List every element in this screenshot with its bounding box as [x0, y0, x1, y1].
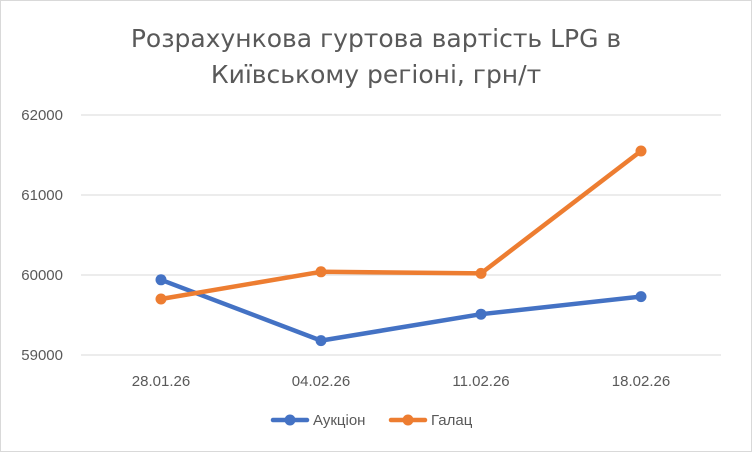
y-tick-label: 62000: [21, 107, 63, 124]
y-tick-label: 61000: [21, 187, 63, 204]
x-tick-label: 11.02.26: [452, 373, 509, 390]
chart-title-line-1: Розрахункова гуртова вартість LPG в: [131, 24, 621, 53]
series-2: [155, 145, 647, 305]
series-layer: [155, 145, 647, 347]
x-tick-label: 04.02.26: [292, 373, 350, 390]
chart-title-line-2: Київському регіоні, грн/т: [211, 60, 541, 89]
data-point: [475, 267, 487, 279]
legend-item: Галац: [388, 412, 473, 429]
chart-title: Розрахункова гуртова вартість LPG в Київ…: [131, 24, 621, 89]
series-1: [155, 274, 647, 347]
legend-swatch-marker: [284, 414, 296, 426]
y-tick-label: 60000: [21, 267, 63, 284]
legend-label: Галац: [431, 412, 473, 429]
legend-item: Аукціон: [270, 412, 365, 429]
data-point: [475, 308, 487, 320]
x-tick-label: 28.01.26: [132, 373, 190, 390]
legend-swatch-marker: [402, 414, 414, 426]
legend-label: Аукціон: [313, 412, 365, 429]
x-tick-label: 18.02.26: [612, 373, 670, 390]
data-point: [315, 335, 327, 347]
series-line: [158, 277, 644, 343]
y-axis-tick-labels: 59000 60000 61000 62000: [21, 107, 63, 364]
x-axis-tick-labels: 28.01.26 04.02.26 11.02.26 18.02.26: [132, 373, 670, 390]
y-tick-label: 59000: [21, 347, 63, 364]
data-point: [155, 293, 167, 305]
gridlines: [81, 114, 721, 356]
legend: Аукціон Галац: [270, 412, 473, 429]
series-line: [158, 148, 644, 302]
data-point: [635, 145, 647, 157]
data-point: [315, 266, 327, 278]
data-point: [635, 291, 647, 303]
data-point: [155, 274, 167, 286]
